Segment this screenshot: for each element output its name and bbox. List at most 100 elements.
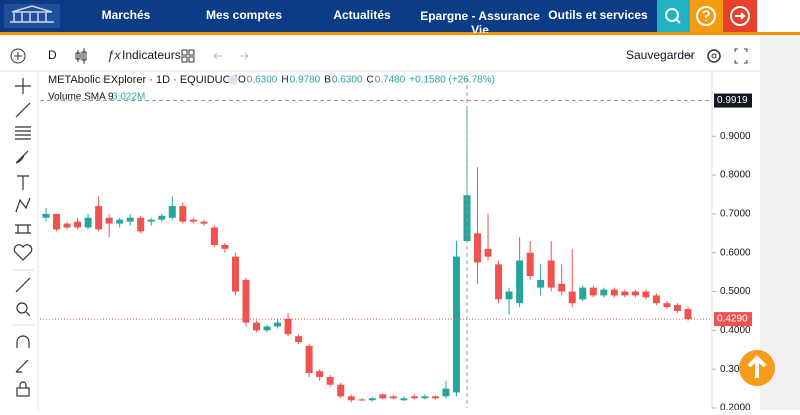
candle-body bbox=[600, 289, 608, 296]
candle-body bbox=[410, 396, 418, 399]
candle-body bbox=[63, 223, 71, 228]
help-icon bbox=[696, 6, 716, 26]
candle-body bbox=[116, 219, 124, 224]
candle-body bbox=[673, 305, 681, 311]
nav-item-wrap: Epargne - Assurance Vie bbox=[420, 9, 540, 33]
candle-body bbox=[274, 322, 282, 327]
candle-body bbox=[147, 219, 155, 222]
add-symbol-icon[interactable] bbox=[10, 48, 26, 64]
settings-icon[interactable] bbox=[707, 49, 721, 63]
candle-body bbox=[558, 283, 566, 292]
legend-value: 0.9780 bbox=[290, 75, 321, 86]
tool-trendline[interactable] bbox=[15, 102, 31, 118]
candle-body bbox=[663, 303, 671, 308]
candle-body bbox=[326, 376, 334, 385]
candle-body bbox=[621, 291, 629, 296]
search-icon bbox=[665, 8, 679, 22]
tool-brush[interactable] bbox=[15, 150, 29, 164]
nav-item[interactable]: Actualités bbox=[333, 8, 391, 22]
candle-body bbox=[442, 388, 450, 397]
tool-favorites[interactable] bbox=[13, 244, 33, 261]
logout-icon-arrow bbox=[735, 12, 746, 20]
nav-end bbox=[757, 0, 800, 32]
tool-projection[interactable] bbox=[15, 224, 31, 234]
candle-body bbox=[537, 279, 545, 288]
legend-menu[interactable] bbox=[228, 75, 238, 85]
scroll-top-arrow bbox=[747, 355, 767, 378]
tool-fib[interactable] bbox=[15, 126, 31, 140]
nav-item[interactable]: Marchés bbox=[102, 8, 151, 22]
legend-value: 0.6300 bbox=[332, 75, 363, 86]
candle-body bbox=[452, 256, 460, 393]
search-icon-handle bbox=[675, 18, 681, 24]
nav-item[interactable]: Outils et services bbox=[548, 8, 648, 22]
candle-body bbox=[368, 398, 376, 401]
scrollbar[interactable] bbox=[760, 35, 800, 410]
candle-body bbox=[389, 396, 397, 399]
y-tick-label: 0.6000 bbox=[720, 247, 751, 258]
candle-body bbox=[200, 221, 208, 224]
tool-text[interactable] bbox=[17, 175, 29, 190]
candle-body bbox=[252, 322, 260, 331]
candle-body bbox=[158, 215, 166, 220]
save-dropdown[interactable] bbox=[686, 53, 694, 58]
nav-item[interactable]: Mes comptes bbox=[206, 8, 282, 22]
save-button[interactable]: Sauvegarder bbox=[626, 48, 695, 62]
undo-redo-icons[interactable] bbox=[213, 52, 249, 60]
y-tick-label: 0.7000 bbox=[720, 209, 751, 220]
y-tick-label: 0.4000 bbox=[720, 325, 751, 336]
volume-value: 3.022M bbox=[112, 92, 145, 103]
tool-lock-shackle bbox=[19, 381, 27, 388]
legend-key: C bbox=[366, 75, 373, 86]
candle-body bbox=[431, 396, 439, 399]
y-tick-label: 0.2000 bbox=[720, 403, 751, 410]
tool-magnet[interactable] bbox=[16, 335, 30, 348]
candle-body bbox=[42, 213, 50, 218]
search-button[interactable] bbox=[657, 0, 690, 32]
tool-stay-drawing[interactable] bbox=[15, 359, 29, 373]
indicators-icon: ƒx bbox=[107, 47, 121, 62]
last-price-badge bbox=[714, 312, 752, 327]
candle-body bbox=[126, 217, 134, 222]
candle-body bbox=[379, 394, 387, 399]
legend-value: 0.6300 bbox=[247, 75, 278, 86]
interval[interactable]: D bbox=[48, 48, 57, 62]
candle-body bbox=[84, 217, 92, 228]
chart-type-icon[interactable] bbox=[75, 48, 87, 64]
logo-icon bbox=[10, 5, 54, 23]
candle-body bbox=[210, 227, 218, 245]
help-icon-mark bbox=[702, 10, 710, 21]
plot: 0.9000 0.8000 0.7000 0.6000 0.5000 0.4000 0.30… bbox=[40, 78, 752, 414]
candle-body bbox=[358, 399, 366, 401]
tool-zoom[interactable] bbox=[16, 302, 28, 314]
candle-body bbox=[179, 206, 187, 222]
candle-body bbox=[221, 244, 229, 249]
candle-body bbox=[642, 291, 650, 298]
candle-body bbox=[579, 287, 587, 300]
tool-crosshair[interactable] bbox=[15, 78, 31, 94]
layout-icon[interactable] bbox=[181, 49, 195, 63]
candle-body bbox=[263, 326, 271, 331]
candle-body bbox=[305, 345, 313, 374]
candle-body bbox=[231, 256, 239, 292]
fullscreen-icon[interactable] bbox=[734, 48, 748, 64]
y-tick-label: 0.8000 bbox=[720, 170, 751, 181]
tool-pattern[interactable] bbox=[15, 197, 31, 213]
tool-ruler[interactable] bbox=[15, 277, 31, 293]
indicators-button[interactable]: Indicateurs bbox=[122, 48, 181, 62]
candle-body bbox=[568, 291, 576, 304]
candle-body bbox=[589, 287, 597, 296]
candle-body bbox=[505, 291, 513, 300]
candle-body bbox=[684, 309, 692, 320]
nav-item[interactable]: Epargne - Assurance Vie bbox=[420, 9, 540, 33]
candle-body bbox=[516, 260, 524, 304]
candle-body bbox=[337, 384, 345, 397]
candle-body bbox=[652, 295, 660, 304]
candle-body bbox=[631, 291, 639, 296]
logo[interactable] bbox=[4, 4, 60, 28]
candle-body bbox=[316, 371, 324, 377]
tool-lock[interactable] bbox=[16, 387, 30, 397]
candle-body bbox=[53, 213, 61, 230]
